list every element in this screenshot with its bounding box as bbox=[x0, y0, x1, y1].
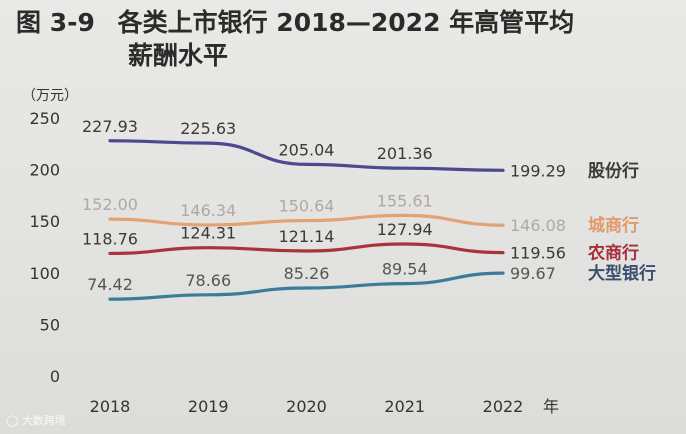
figure-number: 图 3-9 bbox=[16, 8, 95, 37]
data-label: 127.94 bbox=[377, 220, 433, 239]
data-label: 146.08 bbox=[510, 216, 566, 235]
data-label: 89.54 bbox=[382, 260, 428, 279]
x-tick-label: 2019 bbox=[188, 397, 229, 416]
watermark: ◯ 大数跨境 bbox=[6, 414, 66, 427]
chart-title: 图 3-9 各类上市银行 2018—2022 年高管平均 薪酬水平 bbox=[16, 6, 676, 72]
data-label: 146.34 bbox=[180, 201, 236, 220]
data-label: 205.04 bbox=[279, 140, 335, 159]
y-tick-label: 250 bbox=[29, 109, 60, 128]
y-tick-label: 100 bbox=[29, 264, 60, 283]
data-label: 199.29 bbox=[510, 161, 566, 180]
data-label: 124.31 bbox=[180, 224, 236, 243]
series-line-大型银行 bbox=[108, 271, 505, 301]
series-name-label: 农商行 bbox=[587, 243, 639, 264]
x-tick-label: 2021 bbox=[384, 397, 425, 416]
series-name-label: 大型银行 bbox=[588, 263, 656, 284]
x-tick-label: 2022 bbox=[483, 397, 524, 416]
data-label: 152.00 bbox=[82, 195, 138, 214]
series-line-城商行 bbox=[108, 213, 505, 227]
data-label: 227.93 bbox=[82, 117, 138, 136]
data-label: 119.56 bbox=[510, 244, 566, 263]
data-label: 121.14 bbox=[279, 227, 335, 246]
data-label: 225.63 bbox=[180, 119, 236, 138]
data-label: 201.36 bbox=[377, 144, 433, 163]
data-label: 155.61 bbox=[377, 191, 433, 210]
data-label: 150.64 bbox=[279, 197, 335, 216]
x-axis-unit: 年 bbox=[543, 397, 559, 416]
y-tick-label: 50 bbox=[40, 315, 60, 334]
data-label: 85.26 bbox=[284, 264, 330, 283]
y-tick-label: 150 bbox=[29, 212, 60, 231]
y-tick-label: 0 bbox=[50, 367, 60, 386]
data-label: 78.66 bbox=[185, 271, 231, 290]
series-line-股份行 bbox=[108, 139, 505, 172]
title-line-2: 薪酬水平 bbox=[128, 41, 229, 70]
data-label: 118.76 bbox=[82, 229, 138, 248]
x-tick-label: 2020 bbox=[286, 397, 327, 416]
y-tick-label: 200 bbox=[29, 161, 60, 180]
title-line-1: 各类上市银行 2018—2022 年高管平均 bbox=[117, 8, 575, 37]
data-label: 74.42 bbox=[87, 275, 133, 294]
data-label: 99.67 bbox=[510, 264, 556, 283]
x-tick-label: 2018 bbox=[90, 397, 131, 416]
y-axis-label: （万元） bbox=[22, 88, 78, 104]
series-name-label: 股份行 bbox=[588, 160, 639, 181]
series-name-label: 城商行 bbox=[588, 215, 639, 236]
series-line-农商行 bbox=[108, 242, 505, 256]
